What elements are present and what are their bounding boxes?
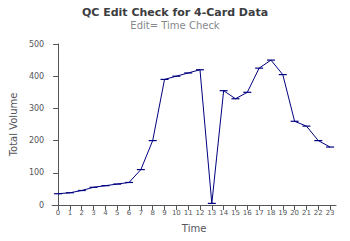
svg-text:23: 23 xyxy=(326,209,335,217)
svg-text:18: 18 xyxy=(266,209,275,217)
svg-text:300: 300 xyxy=(29,104,44,113)
svg-text:11: 11 xyxy=(184,209,193,217)
svg-text:4: 4 xyxy=(103,209,108,217)
svg-text:QC Edit Check for 4-Card Data: QC Edit Check for 4-Card Data xyxy=(82,6,268,19)
svg-text:9: 9 xyxy=(162,209,166,217)
svg-text:16: 16 xyxy=(243,209,252,217)
svg-text:10: 10 xyxy=(172,209,181,217)
svg-text:Edit= Time Check: Edit= Time Check xyxy=(130,20,220,31)
svg-text:Total Volume: Total Volume xyxy=(8,93,19,158)
svg-text:5: 5 xyxy=(115,209,119,217)
svg-text:1: 1 xyxy=(68,209,72,217)
svg-text:21: 21 xyxy=(302,209,311,217)
svg-text:3: 3 xyxy=(91,209,95,217)
svg-text:0: 0 xyxy=(39,201,44,210)
svg-text:100: 100 xyxy=(29,168,44,177)
svg-text:400: 400 xyxy=(29,72,44,81)
svg-text:15: 15 xyxy=(231,209,240,217)
svg-text:19: 19 xyxy=(278,209,287,217)
svg-text:22: 22 xyxy=(314,209,323,217)
svg-text:17: 17 xyxy=(255,209,264,217)
svg-text:12: 12 xyxy=(196,209,205,217)
svg-text:8: 8 xyxy=(150,209,154,217)
svg-text:0: 0 xyxy=(56,209,60,217)
svg-text:Time: Time xyxy=(181,223,206,234)
svg-text:2: 2 xyxy=(80,209,84,217)
svg-text:7: 7 xyxy=(139,209,143,217)
svg-text:500: 500 xyxy=(29,40,44,49)
svg-text:20: 20 xyxy=(290,209,299,217)
svg-text:13: 13 xyxy=(207,209,216,217)
svg-text:6: 6 xyxy=(127,209,132,217)
svg-text:14: 14 xyxy=(219,209,228,217)
svg-text:200: 200 xyxy=(29,136,44,145)
